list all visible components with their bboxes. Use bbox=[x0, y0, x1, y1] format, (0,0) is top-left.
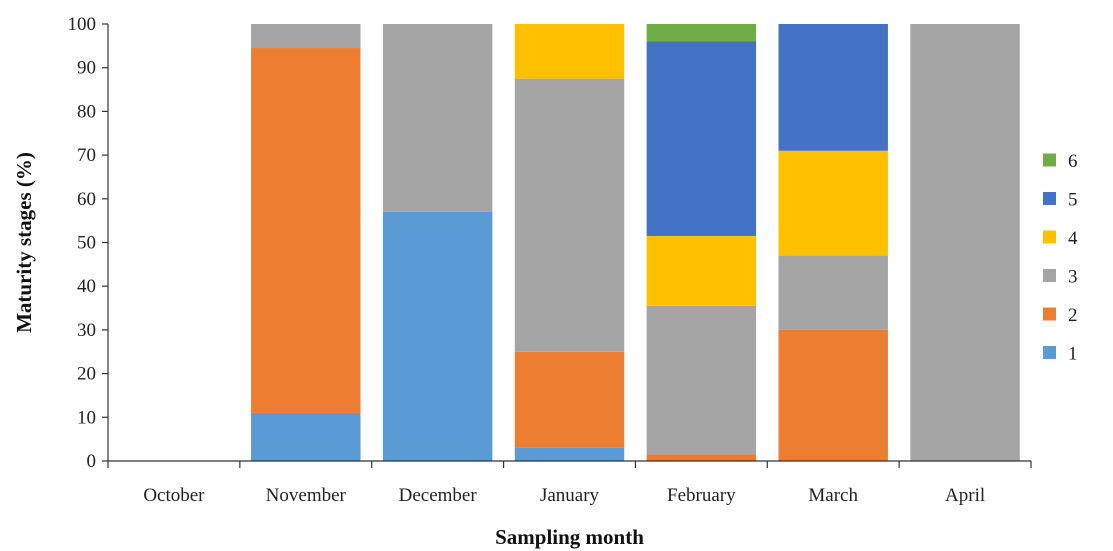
legend: 6 5 4 3 2 1 bbox=[1043, 151, 1078, 365]
legend-label: 2 bbox=[1068, 305, 1078, 326]
y-tick-label: 100 bbox=[68, 14, 97, 35]
x-tick-label: February bbox=[667, 485, 736, 506]
bar-segment bbox=[514, 351, 625, 448]
x-tick-label: March bbox=[808, 485, 858, 506]
y-axis-title: Maturity stages (%) bbox=[12, 152, 36, 333]
y-axis-ticks: 0 10 20 30 40 50 60 70 80 90 100 bbox=[68, 14, 108, 472]
y-tick-label: 30 bbox=[77, 320, 96, 341]
bar-segment bbox=[646, 235, 757, 306]
x-tick-label: January bbox=[540, 485, 600, 506]
y-tick-label: 0 bbox=[87, 451, 97, 472]
bar-segment bbox=[251, 24, 361, 49]
legend-label: 5 bbox=[1068, 190, 1078, 211]
bar-segment bbox=[646, 41, 757, 236]
bar-segment bbox=[646, 24, 757, 42]
bar-segment bbox=[382, 24, 493, 212]
bar-segment bbox=[514, 24, 625, 79]
legend-label: 3 bbox=[1068, 267, 1078, 288]
y-tick-label: 80 bbox=[77, 101, 96, 122]
legend-swatch bbox=[1043, 153, 1056, 167]
bar-segment bbox=[251, 412, 361, 461]
x-axis-title: Sampling month bbox=[495, 525, 644, 549]
y-tick-label: 10 bbox=[77, 407, 96, 428]
legend-swatch bbox=[1043, 230, 1056, 244]
x-axis-ticks: October November December January February Ma… bbox=[107, 461, 1032, 506]
legend-label: 1 bbox=[1068, 344, 1078, 365]
legend-swatch bbox=[1043, 346, 1056, 359]
legend-swatch bbox=[1043, 269, 1056, 282]
bars-layer bbox=[251, 24, 1020, 461]
x-tick-label: October bbox=[143, 485, 205, 506]
bar-segment bbox=[514, 78, 625, 352]
x-tick-label: December bbox=[399, 485, 478, 506]
y-tick-label: 40 bbox=[77, 276, 96, 297]
bar-segment bbox=[778, 150, 888, 256]
bar-segment bbox=[382, 211, 493, 461]
bar-segment bbox=[646, 454, 757, 461]
legend-swatch bbox=[1043, 192, 1056, 205]
y-tick-label: 60 bbox=[77, 189, 96, 210]
bar-segment bbox=[910, 24, 1020, 461]
legend-swatch bbox=[1043, 307, 1056, 321]
y-tick-label: 20 bbox=[77, 364, 96, 385]
bar-segment bbox=[514, 447, 625, 461]
y-tick-label: 50 bbox=[77, 233, 96, 254]
x-tick-label: November bbox=[266, 485, 347, 506]
bar-segment bbox=[778, 329, 888, 461]
x-tick-label: April bbox=[945, 485, 985, 506]
bar-segment bbox=[251, 48, 361, 413]
legend-label: 6 bbox=[1068, 151, 1078, 172]
legend-label: 4 bbox=[1068, 228, 1078, 249]
bar-segment bbox=[778, 255, 888, 330]
bar-segment bbox=[646, 305, 757, 455]
y-tick-label: 70 bbox=[77, 145, 96, 166]
bar-segment bbox=[778, 24, 888, 151]
y-tick-label: 90 bbox=[77, 58, 96, 79]
